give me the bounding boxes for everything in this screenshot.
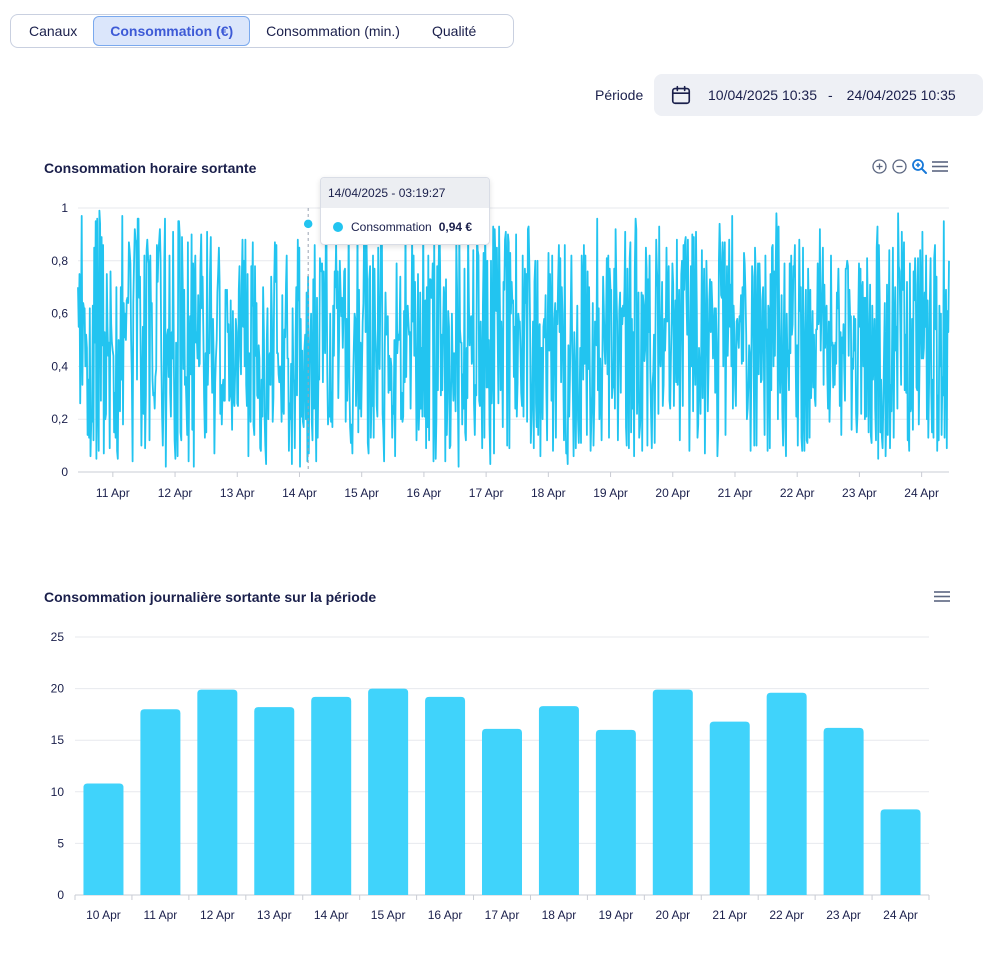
x-tick-label: 15 Apr	[344, 486, 379, 500]
menu-icon[interactable]	[931, 158, 949, 175]
y-tick-label: 0,8	[51, 254, 68, 268]
daily-chart-title: Consommation journalière sortante sur la…	[44, 589, 377, 605]
x-tick-label: 18 Apr	[531, 486, 566, 500]
y-tick-label: 10	[51, 785, 65, 799]
hourly-chart-toolbox	[868, 158, 949, 175]
calendar-icon	[671, 85, 691, 105]
hourly-line-chart: 0 0,2 0,4 0,6 0,8 1 11 Apr 12 Apr 13 Apr 14 Apr 15…	[51, 201, 950, 500]
tab-consommation-euro[interactable]: Consommation (€)	[93, 16, 251, 46]
x-tick-label: 16 Apr	[428, 908, 463, 922]
bar[interactable]	[595, 729, 636, 895]
x-tick-label: 23 Apr	[842, 486, 877, 500]
x-tick-label: 14 Apr	[282, 486, 317, 500]
bar[interactable]	[652, 689, 693, 895]
tooltip-value: 0,94 €	[438, 220, 473, 234]
tooltip-series-name: Consommation	[351, 220, 432, 234]
tooltip-title: 14/04/2025 - 03:19:27	[321, 178, 489, 208]
y-tick-label: 0	[61, 465, 68, 479]
x-tick-label: 11 Apr	[143, 908, 177, 922]
x-tick-label: 21 Apr	[712, 908, 747, 922]
daily-bar-chart: 0 5 10 15 20 25 10 Apr 11 Apr 12 Apr 13 Apr 14 Apr…	[51, 630, 930, 922]
bar[interactable]	[766, 692, 807, 895]
bar[interactable]	[880, 809, 921, 895]
x-tick-label: 17 Apr	[469, 486, 504, 500]
x-tick-label: 19 Apr	[593, 486, 628, 500]
x-tick-label: 24 Apr	[883, 908, 918, 922]
bar[interactable]	[538, 706, 579, 895]
x-tick-label: 16 Apr	[407, 486, 442, 500]
x-tick-label: 17 Apr	[485, 908, 520, 922]
y-tick-label: 0,4	[51, 359, 68, 373]
bar[interactable]	[140, 709, 181, 895]
period-separator: -	[828, 87, 833, 103]
x-tick-label: 15 Apr	[371, 908, 406, 922]
x-tick-label: 20 Apr	[655, 486, 690, 500]
bar[interactable]	[254, 707, 295, 895]
zoom-out-icon[interactable]	[891, 158, 908, 175]
bar[interactable]	[368, 688, 409, 895]
x-tick-label: 19 Apr	[599, 908, 634, 922]
hourly-chart-title: Consommation horaire sortante	[44, 160, 257, 176]
x-tick-label: 22 Apr	[780, 486, 815, 500]
x-tick-label: 13 Apr	[220, 486, 255, 500]
x-tick-label: 12 Apr	[158, 486, 193, 500]
y-tick-label: 0,2	[51, 412, 68, 426]
y-tick-label: 1	[61, 201, 68, 215]
x-tick-label: 20 Apr	[655, 908, 690, 922]
x-tick-label: 10 Apr	[86, 908, 121, 922]
bar[interactable]	[197, 689, 238, 895]
period-label: Période	[595, 87, 644, 103]
tab-consommation-min[interactable]: Consommation (min.)	[266, 23, 400, 39]
tab-qualite[interactable]: Qualité	[431, 23, 477, 39]
x-tick-label: 13 Apr	[257, 908, 292, 922]
daily-chart-toolbox	[930, 588, 951, 605]
series-line-consommation	[77, 209, 950, 468]
x-tick-label: 22 Apr	[769, 908, 804, 922]
x-tick-label: 11 Apr	[96, 486, 130, 500]
bar[interactable]	[83, 783, 124, 895]
period-start[interactable]: 10/04/2025 10:35	[708, 87, 817, 103]
menu-icon[interactable]	[933, 588, 951, 605]
bar[interactable]	[311, 696, 352, 895]
bar[interactable]	[482, 728, 522, 895]
tab-canaux[interactable]: Canaux	[29, 23, 78, 39]
x-tick-label: 14 Apr	[314, 908, 349, 922]
zoom-in-icon[interactable]	[871, 158, 888, 175]
x-tick-label: 12 Apr	[200, 908, 235, 922]
y-tick-label: 15	[51, 733, 65, 747]
x-tick-label: 18 Apr	[542, 908, 577, 922]
y-tick-label: 20	[51, 682, 65, 696]
highlight-point[interactable]	[302, 218, 314, 230]
period-end[interactable]: 24/04/2025 10:35	[846, 87, 956, 103]
period-picker[interactable]: 10/04/2025 10:35 - 24/04/2025 10:35	[654, 74, 983, 116]
chart-tooltip: 14/04/2025 - 03:19:27 Consommation 0,94 …	[320, 177, 490, 245]
bar[interactable]	[709, 721, 750, 895]
tooltip-series-dot	[333, 222, 343, 232]
x-tick-label: 24 Apr	[904, 486, 939, 500]
tab-bar: Canaux Consommation (€) Consommation (mi…	[10, 14, 514, 48]
bar[interactable]	[425, 696, 466, 895]
zoom-reset-icon[interactable]	[911, 158, 928, 175]
bar[interactable]	[823, 727, 864, 895]
y-tick-label: 5	[57, 836, 64, 850]
x-tick-label: 21 Apr	[718, 486, 753, 500]
y-tick-label: 0,6	[51, 307, 68, 321]
y-tick-label: 0	[57, 888, 64, 902]
x-tick-label: 23 Apr	[826, 908, 861, 922]
y-tick-label: 25	[51, 630, 65, 644]
